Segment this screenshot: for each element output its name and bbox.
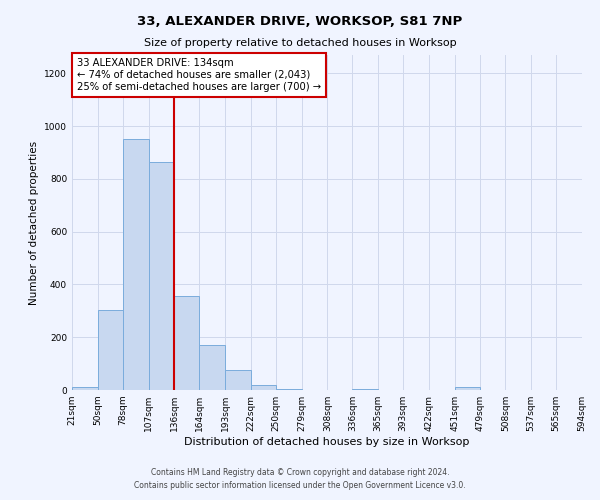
Bar bbox=[352, 388, 378, 390]
Bar bbox=[251, 384, 276, 390]
Bar bbox=[455, 388, 479, 390]
Bar bbox=[276, 388, 302, 390]
Bar bbox=[123, 140, 149, 390]
Text: 33, ALEXANDER DRIVE, WORKSOP, S81 7NP: 33, ALEXANDER DRIVE, WORKSOP, S81 7NP bbox=[137, 15, 463, 28]
Bar bbox=[72, 388, 98, 390]
Text: Size of property relative to detached houses in Worksop: Size of property relative to detached ho… bbox=[143, 38, 457, 48]
Text: Contains HM Land Registry data © Crown copyright and database right 2024.
Contai: Contains HM Land Registry data © Crown c… bbox=[134, 468, 466, 489]
Bar bbox=[149, 162, 175, 390]
Y-axis label: Number of detached properties: Number of detached properties bbox=[29, 140, 38, 304]
Bar bbox=[199, 345, 225, 390]
Bar bbox=[175, 296, 199, 390]
Text: 33 ALEXANDER DRIVE: 134sqm
← 74% of detached houses are smaller (2,043)
25% of s: 33 ALEXANDER DRIVE: 134sqm ← 74% of deta… bbox=[77, 58, 321, 92]
X-axis label: Distribution of detached houses by size in Worksop: Distribution of detached houses by size … bbox=[184, 437, 470, 447]
Bar bbox=[225, 370, 251, 390]
Bar bbox=[98, 310, 123, 390]
